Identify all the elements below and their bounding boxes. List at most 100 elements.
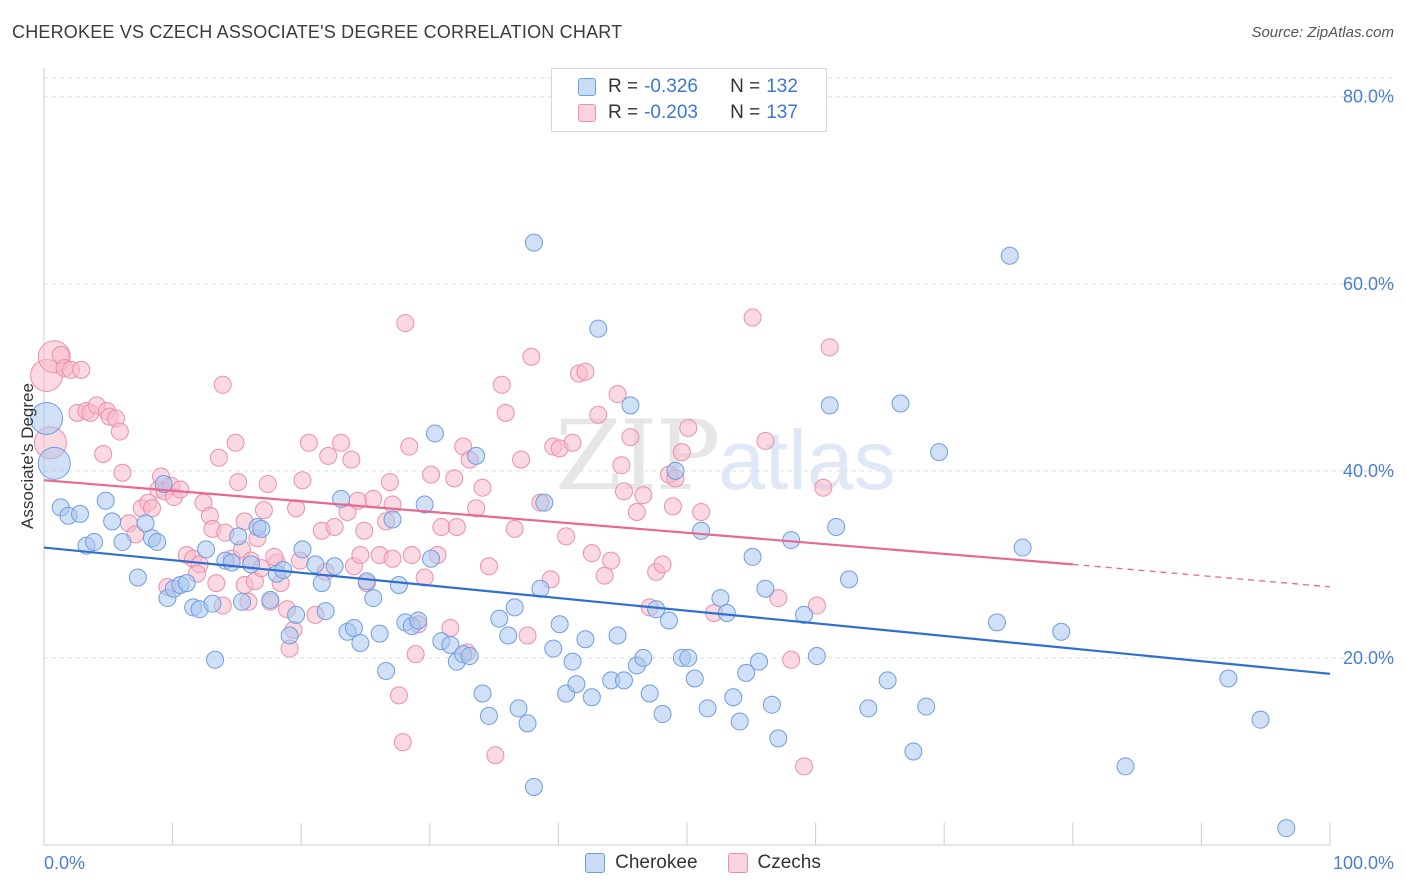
cherokee-point (357, 572, 376, 591)
cherokee-point (730, 712, 749, 731)
czech-point (110, 422, 129, 441)
cherokee-point (1251, 710, 1270, 729)
legend-item-cherokee[interactable]: Cherokee (585, 852, 698, 874)
cherokee-point (467, 446, 486, 465)
cherokee-point (544, 639, 563, 658)
cherokee-point (85, 532, 104, 551)
source-label: Source: ZipAtlas.com (1251, 24, 1394, 41)
czech-point (769, 589, 788, 608)
cherokee-point (685, 669, 704, 688)
cherokee-point (351, 633, 370, 652)
cherokee-point (280, 626, 299, 645)
cherokee-point (820, 396, 839, 415)
trend-lines (43, 479, 1331, 675)
cherokee-point (987, 613, 1006, 632)
x-tick-label: 0.0% (44, 853, 85, 873)
czech-point (608, 385, 627, 404)
cherokee-point (128, 568, 147, 587)
czech-point (364, 489, 383, 508)
czech-point (422, 465, 441, 484)
czech-point (229, 473, 248, 492)
czech-point (614, 482, 633, 501)
legend-row-cherokee: R = -0.326 N = 132 (578, 75, 798, 99)
x-tick-label: 100.0% (1333, 853, 1394, 873)
trend-line-1 (43, 479, 1073, 566)
cherokee-point (582, 688, 601, 707)
n-label: N = (730, 76, 761, 97)
cherokee-point (252, 519, 271, 538)
cherokee-point (891, 394, 910, 413)
czech-point (627, 503, 646, 522)
cherokee-points (30, 233, 1296, 838)
czech-swatch (578, 104, 596, 122)
czech-point (226, 433, 245, 452)
n-label: N = (730, 102, 761, 123)
czech-point (563, 433, 582, 452)
cherokee-point (859, 699, 878, 718)
czech-point (380, 473, 399, 492)
cherokee-point (316, 602, 335, 621)
czech-point (143, 499, 162, 518)
cherokee-point (473, 684, 492, 703)
cherokee-point (206, 650, 225, 669)
trend-line-0 (43, 546, 1331, 675)
czech-point (582, 544, 601, 563)
czech-point (293, 471, 312, 490)
cherokee-point (762, 695, 781, 714)
chart-title: CHEROKEE VS CZECH ASSOCIATE'S DEGREE COR… (12, 22, 623, 42)
czech-point (383, 549, 402, 568)
cherokee-point (37, 446, 71, 480)
cherokee-point (441, 635, 460, 654)
czech-point (445, 469, 464, 488)
cherokee-point (222, 553, 241, 572)
czech-point (406, 645, 425, 664)
czech-point (467, 499, 486, 518)
cherokee-point (312, 574, 331, 593)
czech-point (393, 733, 412, 752)
cherokee-point (30, 401, 64, 435)
cherokee-point (769, 729, 788, 748)
cherokee-point (743, 547, 762, 566)
cherokee-point (177, 574, 196, 593)
cherokee-point (679, 648, 698, 667)
legend-label-cherokee: Cherokee (615, 852, 698, 873)
cherokee-point (711, 589, 730, 608)
cherokee-point (1116, 757, 1135, 776)
cherokee-point (640, 684, 659, 703)
cherokee-point (535, 493, 554, 512)
r-value: -0.203 (644, 102, 698, 123)
cherokee-point (490, 609, 509, 628)
czech-point (213, 375, 232, 394)
czech-point (505, 519, 524, 538)
cherokee-swatch (578, 78, 596, 96)
czech-point (576, 362, 595, 381)
czech-point (396, 314, 415, 333)
czech-point (782, 650, 801, 669)
cherokee-point (377, 662, 396, 681)
cherokee-point (242, 555, 261, 574)
czech-point (351, 546, 370, 565)
czech-point (258, 474, 277, 493)
czech-point (402, 546, 421, 565)
correlation-legend: R = -0.326 N = 132 R = -0.203 N = 137 (551, 68, 827, 132)
czech-point (692, 503, 711, 522)
cherokee-point (499, 626, 518, 645)
czech-point (672, 443, 691, 462)
cherokee-point (422, 549, 441, 568)
czech-point (479, 557, 498, 576)
czech-point (496, 403, 515, 422)
cherokee-point (136, 514, 155, 533)
legend-item-czechs[interactable]: Czechs (727, 852, 821, 874)
czech-point (756, 431, 775, 450)
czech-point (512, 450, 531, 469)
czech-point (621, 428, 640, 447)
cherokee-point (103, 512, 122, 531)
cherokee-point (1052, 622, 1071, 641)
r-label: R = (608, 102, 639, 123)
czech-swatch (727, 853, 748, 873)
cherokee-point (756, 579, 775, 598)
czech-point (400, 437, 419, 456)
cherokee-point (518, 714, 537, 733)
cherokee-point (383, 510, 402, 529)
